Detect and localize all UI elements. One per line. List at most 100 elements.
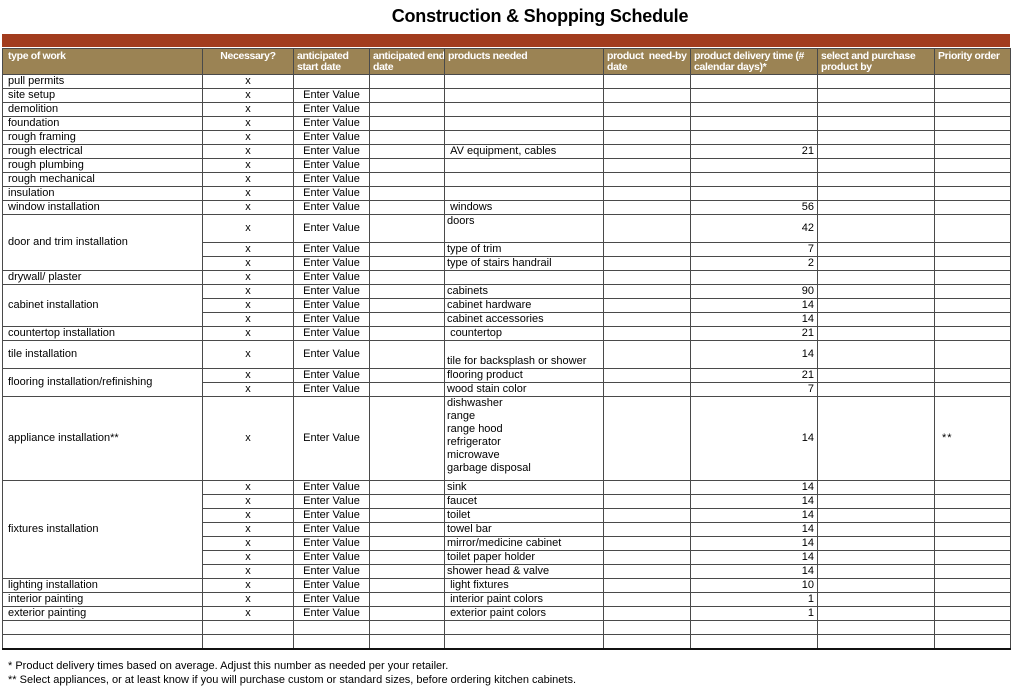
cell-need-by-date[interactable] bbox=[603, 144, 691, 159]
cell-priority-order[interactable] bbox=[934, 368, 1011, 383]
cell-select-purchase-by[interactable] bbox=[817, 242, 935, 257]
cell-priority-order[interactable] bbox=[934, 382, 1011, 397]
cell-necessary[interactable]: x bbox=[202, 368, 294, 383]
cell-type-of-work[interactable]: rough electrical bbox=[2, 144, 203, 159]
cell-products-needed[interactable]: tile for backsplash or shower bbox=[444, 340, 604, 369]
cell-type-of-work[interactable]: demolition bbox=[2, 102, 203, 117]
cell-start-date[interactable]: Enter Value bbox=[293, 284, 370, 299]
cell-select-purchase-by[interactable] bbox=[817, 592, 935, 607]
cell-type-of-work[interactable]: rough framing bbox=[2, 130, 203, 145]
cell-need-by-date[interactable] bbox=[603, 480, 691, 495]
cell-type-of-work[interactable]: window installation bbox=[2, 200, 203, 215]
cell-end-date[interactable] bbox=[369, 578, 445, 593]
cell-start-date[interactable]: Enter Value bbox=[293, 382, 370, 397]
cell-priority-order[interactable] bbox=[934, 522, 1011, 537]
cell-start-date[interactable]: Enter Value bbox=[293, 564, 370, 579]
cell-products-needed[interactable] bbox=[444, 130, 604, 145]
cell-need-by-date[interactable] bbox=[603, 200, 691, 215]
cell-delivery-time[interactable]: 56 bbox=[690, 200, 818, 215]
cell-products-needed[interactable]: flooring product bbox=[444, 368, 604, 383]
cell-select-purchase-by[interactable] bbox=[817, 536, 935, 551]
cell-end-date[interactable] bbox=[369, 494, 445, 509]
cell-products-needed[interactable] bbox=[444, 158, 604, 173]
cell-necessary[interactable]: x bbox=[202, 186, 294, 201]
cell-delivery-time[interactable]: 14 bbox=[690, 480, 818, 495]
cell-select-purchase-by[interactable] bbox=[817, 158, 935, 173]
cell-necessary[interactable]: x bbox=[202, 312, 294, 327]
cell-start-date[interactable]: Enter Value bbox=[293, 298, 370, 313]
cell-start-date[interactable]: Enter Value bbox=[293, 88, 370, 103]
cell-need-by-date[interactable] bbox=[603, 340, 691, 369]
cell-need-by-date[interactable] bbox=[603, 74, 691, 89]
cell-necessary[interactable]: x bbox=[202, 158, 294, 173]
cell-priority-order[interactable] bbox=[934, 620, 1011, 635]
cell-select-purchase-by[interactable] bbox=[817, 396, 935, 481]
cell-type-of-work[interactable]: appliance installation** bbox=[2, 396, 203, 481]
cell-delivery-time[interactable]: 2 bbox=[690, 256, 818, 271]
cell-priority-order[interactable] bbox=[934, 256, 1011, 271]
cell-products-needed[interactable]: interior paint colors bbox=[444, 592, 604, 607]
cell-priority-order[interactable] bbox=[934, 158, 1011, 173]
cell-products-needed[interactable]: sink bbox=[444, 480, 604, 495]
cell-start-date[interactable]: Enter Value bbox=[293, 578, 370, 593]
cell-end-date[interactable] bbox=[369, 144, 445, 159]
cell-end-date[interactable] bbox=[369, 326, 445, 341]
cell-type-of-work[interactable]: lighting installation bbox=[2, 578, 203, 593]
cell-end-date[interactable] bbox=[369, 74, 445, 89]
cell-products-needed[interactable]: cabinet hardware bbox=[444, 298, 604, 313]
cell-products-needed[interactable]: mirror/medicine cabinet bbox=[444, 536, 604, 551]
cell-select-purchase-by[interactable] bbox=[817, 578, 935, 593]
cell-need-by-date[interactable] bbox=[603, 298, 691, 313]
cell-select-purchase-by[interactable] bbox=[817, 116, 935, 131]
cell-end-date[interactable] bbox=[369, 480, 445, 495]
cell-end-date[interactable] bbox=[369, 536, 445, 551]
cell-necessary[interactable]: x bbox=[202, 508, 294, 523]
cell-delivery-time[interactable]: 14 bbox=[690, 564, 818, 579]
cell-select-purchase-by[interactable] bbox=[817, 270, 935, 285]
cell-select-purchase-by[interactable] bbox=[817, 494, 935, 509]
cell-type-of-work[interactable]: door and trim installation bbox=[2, 214, 203, 271]
cell-necessary[interactable]: x bbox=[202, 102, 294, 117]
cell-priority-order[interactable] bbox=[934, 102, 1011, 117]
cell-select-purchase-by[interactable] bbox=[817, 214, 935, 243]
cell-end-date[interactable] bbox=[369, 102, 445, 117]
cell-delivery-time[interactable]: 7 bbox=[690, 382, 818, 397]
cell-necessary[interactable]: x bbox=[202, 494, 294, 509]
cell-delivery-time[interactable] bbox=[690, 158, 818, 173]
cell-start-date[interactable]: Enter Value bbox=[293, 536, 370, 551]
cell-delivery-time[interactable]: 10 bbox=[690, 578, 818, 593]
cell-end-date[interactable] bbox=[369, 620, 445, 635]
cell-select-purchase-by[interactable] bbox=[817, 340, 935, 369]
cell-products-needed[interactable]: toilet paper holder bbox=[444, 550, 604, 565]
cell-delivery-time[interactable] bbox=[690, 270, 818, 285]
cell-start-date[interactable]: Enter Value bbox=[293, 186, 370, 201]
cell-necessary[interactable]: x bbox=[202, 606, 294, 621]
cell-need-by-date[interactable] bbox=[603, 382, 691, 397]
cell-delivery-time[interactable] bbox=[690, 130, 818, 145]
cell-necessary[interactable]: x bbox=[202, 88, 294, 103]
cell-need-by-date[interactable] bbox=[603, 592, 691, 607]
cell-priority-order[interactable] bbox=[934, 270, 1011, 285]
cell-products-needed[interactable] bbox=[444, 634, 604, 650]
cell-type-of-work[interactable]: flooring installation/refinishing bbox=[2, 368, 203, 397]
cell-products-needed[interactable]: wood stain color bbox=[444, 382, 604, 397]
cell-necessary[interactable]: x bbox=[202, 200, 294, 215]
cell-start-date[interactable]: Enter Value bbox=[293, 200, 370, 215]
cell-start-date[interactable]: Enter Value bbox=[293, 158, 370, 173]
cell-necessary[interactable]: x bbox=[202, 214, 294, 243]
cell-necessary[interactable]: x bbox=[202, 550, 294, 565]
cell-need-by-date[interactable] bbox=[603, 634, 691, 650]
cell-priority-order[interactable] bbox=[934, 242, 1011, 257]
cell-priority-order[interactable] bbox=[934, 634, 1011, 650]
cell-start-date[interactable]: Enter Value bbox=[293, 172, 370, 187]
cell-necessary[interactable]: x bbox=[202, 340, 294, 369]
cell-end-date[interactable] bbox=[369, 382, 445, 397]
cell-start-date[interactable]: Enter Value bbox=[293, 242, 370, 257]
cell-delivery-time[interactable] bbox=[690, 172, 818, 187]
cell-necessary[interactable]: x bbox=[202, 522, 294, 537]
cell-delivery-time[interactable]: 1 bbox=[690, 606, 818, 621]
cell-need-by-date[interactable] bbox=[603, 396, 691, 481]
cell-products-needed[interactable]: cabinet accessories bbox=[444, 312, 604, 327]
cell-need-by-date[interactable] bbox=[603, 130, 691, 145]
cell-start-date[interactable]: Enter Value bbox=[293, 116, 370, 131]
